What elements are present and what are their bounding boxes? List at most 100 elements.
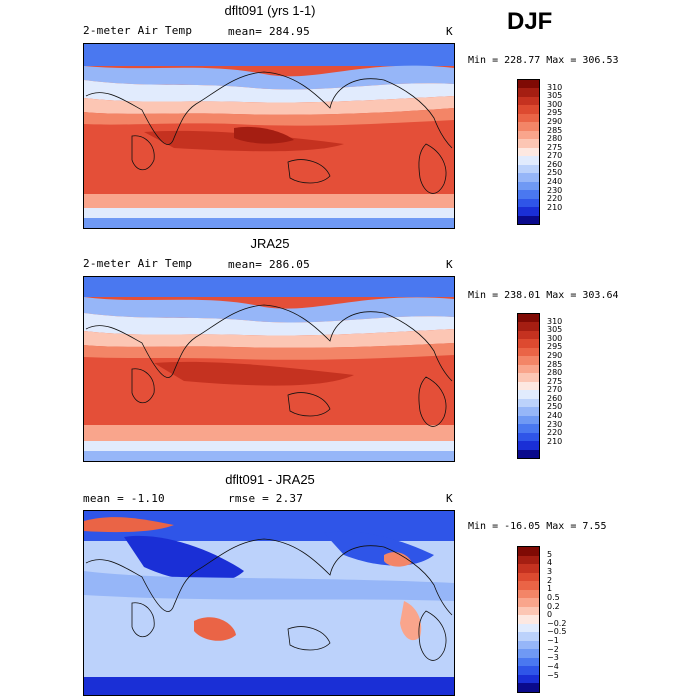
colorbar-tick-label: 0.5 [547, 592, 560, 602]
colorbar-swatch [518, 640, 539, 650]
panel3-rmse-value: 2.37 [275, 492, 304, 505]
colorbar-tick-label: −5 [547, 670, 559, 680]
colorbar-swatch [518, 424, 539, 433]
panel3-colorbar [517, 546, 540, 693]
panel3-minmax: Min = -16.05 Max = 7.55 [468, 521, 607, 532]
colorbar-swatch [518, 113, 539, 123]
colorbar-tick-label: −2 [547, 644, 559, 654]
panel2-title: JRA25 [250, 236, 290, 251]
colorbar-tick-label: 250 [547, 402, 563, 412]
colorbar-swatch [518, 96, 539, 106]
colorbar-swatch [518, 373, 539, 382]
panel2-mean-label: mean= [228, 258, 263, 271]
colorbar-swatch [518, 356, 539, 365]
colorbar-swatch [518, 674, 539, 684]
panel1-colorbar [517, 79, 540, 225]
colorbar-tick-label: 300 [547, 333, 563, 343]
colorbar-tick-label: 285 [547, 359, 563, 369]
colorbar-tick-label: 220 [547, 428, 563, 438]
colorbar-swatch [518, 88, 539, 97]
colorbar-swatch [518, 156, 539, 165]
panel3-units: K [446, 492, 453, 505]
colorbar-swatch [518, 441, 539, 450]
colorbar-swatch [518, 449, 539, 458]
colorbar-tick-label: 290 [547, 116, 563, 126]
panel1-map [83, 43, 455, 229]
colorbar-swatch [518, 407, 539, 416]
panel3-map-field [84, 511, 454, 695]
colorbar-tick-label: 280 [547, 368, 563, 378]
panel2-mean-value: 286.05 [268, 258, 310, 271]
panel1-mean-label: mean= [228, 25, 263, 38]
panel3-rmse-label: rmse = [228, 492, 269, 505]
colorbar-swatch [518, 649, 539, 658]
colorbar-swatch [518, 207, 539, 216]
colorbar-swatch [518, 547, 539, 556]
colorbar-tick-label: 300 [547, 99, 563, 109]
panel3-mean-label: mean = [83, 492, 124, 505]
colorbar-tick-label: −3 [547, 653, 559, 663]
panel3-title: dflt091 - JRA25 [225, 472, 315, 487]
panel2-units: K [446, 258, 453, 271]
colorbar-swatch [518, 364, 539, 374]
colorbar-tick-label: 260 [547, 159, 563, 169]
colorbar-swatch [518, 555, 539, 565]
colorbar-swatch [518, 339, 539, 348]
colorbar-swatch [518, 390, 539, 399]
colorbar-swatch [518, 330, 539, 340]
panel3-map [83, 510, 455, 696]
panel2-map [83, 276, 455, 462]
colorbar-swatch [518, 398, 539, 408]
colorbar-swatch [518, 632, 539, 641]
colorbar-tick-label: 210 [547, 436, 563, 446]
panel1-map-field [84, 44, 454, 228]
colorbar-tick-label: 280 [547, 134, 563, 144]
colorbar-tick-label: 2 [547, 575, 553, 585]
colorbar-swatch [518, 80, 539, 89]
colorbar-tick-label: 295 [547, 342, 563, 352]
colorbar-tick-label: 230 [547, 419, 563, 429]
panel2-map-field [84, 277, 454, 461]
panel1-units: K [446, 25, 453, 38]
colorbar-swatch [518, 666, 539, 675]
colorbar-swatch [518, 215, 539, 224]
colorbar-swatch [518, 572, 539, 582]
colorbar-tick-label: 3 [547, 566, 553, 576]
colorbar-swatch [518, 164, 539, 174]
colorbar-swatch [518, 139, 539, 148]
panel1-mean-value: 284.95 [268, 25, 310, 38]
colorbar-swatch [518, 564, 539, 573]
colorbar-swatch [518, 130, 539, 140]
colorbar-swatch [518, 381, 539, 391]
colorbar-tick-label: −0.2 [547, 618, 567, 628]
colorbar-tick-label: 275 [547, 142, 563, 152]
colorbar-swatch [518, 314, 539, 323]
colorbar-tick-label: 240 [547, 411, 563, 421]
colorbar-swatch [518, 105, 539, 114]
panel2-colorbar [517, 313, 540, 459]
colorbar-tick-label: 305 [547, 91, 563, 101]
panel3-mean-value: -1.10 [130, 492, 165, 505]
panel2-minmax: Min = 238.01 Max = 303.64 [468, 290, 619, 301]
colorbar-swatch [518, 190, 539, 199]
colorbar-tick-label: 270 [547, 151, 563, 161]
colorbar-tick-label: 310 [547, 82, 563, 92]
colorbar-swatch [518, 432, 539, 442]
colorbar-tick-label: −1 [547, 636, 559, 646]
colorbar-tick-label: 5 [547, 549, 553, 559]
colorbar-tick-label: 240 [547, 177, 563, 187]
colorbar-swatch [518, 657, 539, 667]
colorbar-swatch [518, 598, 539, 607]
colorbar-swatch [518, 322, 539, 331]
colorbar-swatch [518, 147, 539, 157]
colorbar-tick-label: 290 [547, 350, 563, 360]
colorbar-swatch [518, 589, 539, 599]
colorbar-tick-label: 0 [547, 610, 553, 620]
colorbar-swatch [518, 683, 539, 692]
colorbar-swatch [518, 198, 539, 208]
panel1-title: dflt091 (yrs 1-1) [224, 3, 316, 18]
colorbar-tick-label: 4 [547, 558, 553, 568]
colorbar-tick-label: 210 [547, 202, 563, 212]
colorbar-tick-label: 285 [547, 125, 563, 135]
panel2-variable: 2-meter Air Temp [83, 257, 193, 270]
